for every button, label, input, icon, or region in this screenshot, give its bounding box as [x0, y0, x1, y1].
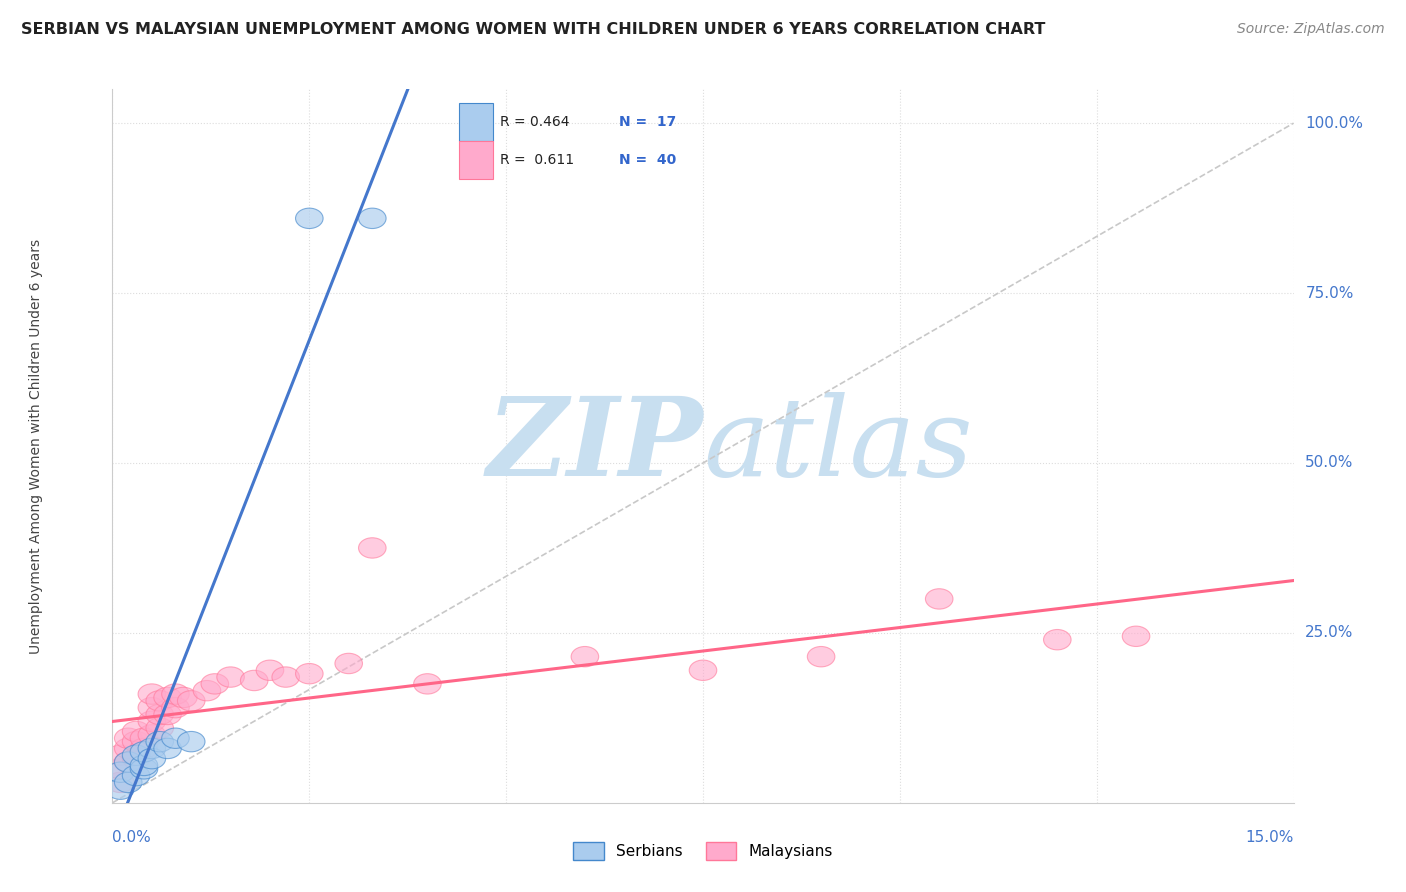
Ellipse shape — [107, 779, 134, 799]
Text: 0.0%: 0.0% — [112, 830, 152, 845]
Ellipse shape — [295, 208, 323, 228]
Ellipse shape — [107, 745, 134, 765]
Ellipse shape — [114, 739, 142, 758]
Ellipse shape — [170, 687, 197, 707]
Ellipse shape — [240, 670, 269, 690]
Ellipse shape — [177, 731, 205, 752]
Ellipse shape — [114, 728, 142, 748]
Ellipse shape — [122, 745, 150, 765]
Ellipse shape — [138, 684, 166, 705]
Ellipse shape — [153, 705, 181, 724]
Ellipse shape — [114, 772, 142, 793]
Ellipse shape — [177, 690, 205, 711]
Text: 25.0%: 25.0% — [1305, 625, 1354, 640]
Ellipse shape — [138, 724, 166, 745]
Ellipse shape — [107, 762, 134, 782]
Ellipse shape — [138, 711, 166, 731]
Ellipse shape — [138, 739, 166, 758]
Ellipse shape — [689, 660, 717, 681]
Ellipse shape — [146, 690, 173, 711]
Ellipse shape — [146, 705, 173, 724]
Text: ZIP: ZIP — [486, 392, 703, 500]
Ellipse shape — [131, 758, 157, 779]
Legend: Serbians, Malaysians: Serbians, Malaysians — [567, 836, 839, 866]
Text: 50.0%: 50.0% — [1305, 456, 1354, 470]
Ellipse shape — [925, 589, 953, 609]
Ellipse shape — [122, 765, 150, 786]
Ellipse shape — [271, 667, 299, 687]
Ellipse shape — [217, 667, 245, 687]
Ellipse shape — [114, 752, 142, 772]
Ellipse shape — [1122, 626, 1150, 647]
Ellipse shape — [146, 731, 173, 752]
Ellipse shape — [114, 752, 142, 772]
Ellipse shape — [138, 698, 166, 718]
Ellipse shape — [153, 739, 181, 758]
Ellipse shape — [807, 647, 835, 667]
Ellipse shape — [107, 772, 134, 793]
Ellipse shape — [122, 748, 150, 769]
Ellipse shape — [122, 731, 150, 752]
Ellipse shape — [413, 673, 441, 694]
Text: atlas: atlas — [703, 392, 973, 500]
Ellipse shape — [107, 758, 134, 779]
Ellipse shape — [122, 722, 150, 741]
Ellipse shape — [131, 728, 157, 748]
Ellipse shape — [193, 681, 221, 701]
Ellipse shape — [359, 208, 387, 228]
Ellipse shape — [201, 673, 229, 694]
Text: 75.0%: 75.0% — [1305, 285, 1354, 301]
Ellipse shape — [571, 647, 599, 667]
Text: 15.0%: 15.0% — [1246, 830, 1294, 845]
Ellipse shape — [295, 664, 323, 684]
Ellipse shape — [162, 698, 190, 718]
Ellipse shape — [162, 684, 190, 705]
Ellipse shape — [1043, 630, 1071, 650]
Ellipse shape — [146, 718, 173, 739]
Ellipse shape — [153, 687, 181, 707]
Ellipse shape — [256, 660, 284, 681]
Ellipse shape — [162, 728, 190, 748]
Text: Source: ZipAtlas.com: Source: ZipAtlas.com — [1237, 22, 1385, 37]
Ellipse shape — [138, 748, 166, 769]
Ellipse shape — [131, 739, 157, 758]
Text: SERBIAN VS MALAYSIAN UNEMPLOYMENT AMONG WOMEN WITH CHILDREN UNDER 6 YEARS CORREL: SERBIAN VS MALAYSIAN UNEMPLOYMENT AMONG … — [21, 22, 1046, 37]
Text: Unemployment Among Women with Children Under 6 years: Unemployment Among Women with Children U… — [28, 238, 42, 654]
Ellipse shape — [335, 653, 363, 673]
Text: 100.0%: 100.0% — [1305, 116, 1364, 131]
Ellipse shape — [131, 756, 157, 776]
Ellipse shape — [131, 741, 157, 762]
Ellipse shape — [359, 538, 387, 558]
